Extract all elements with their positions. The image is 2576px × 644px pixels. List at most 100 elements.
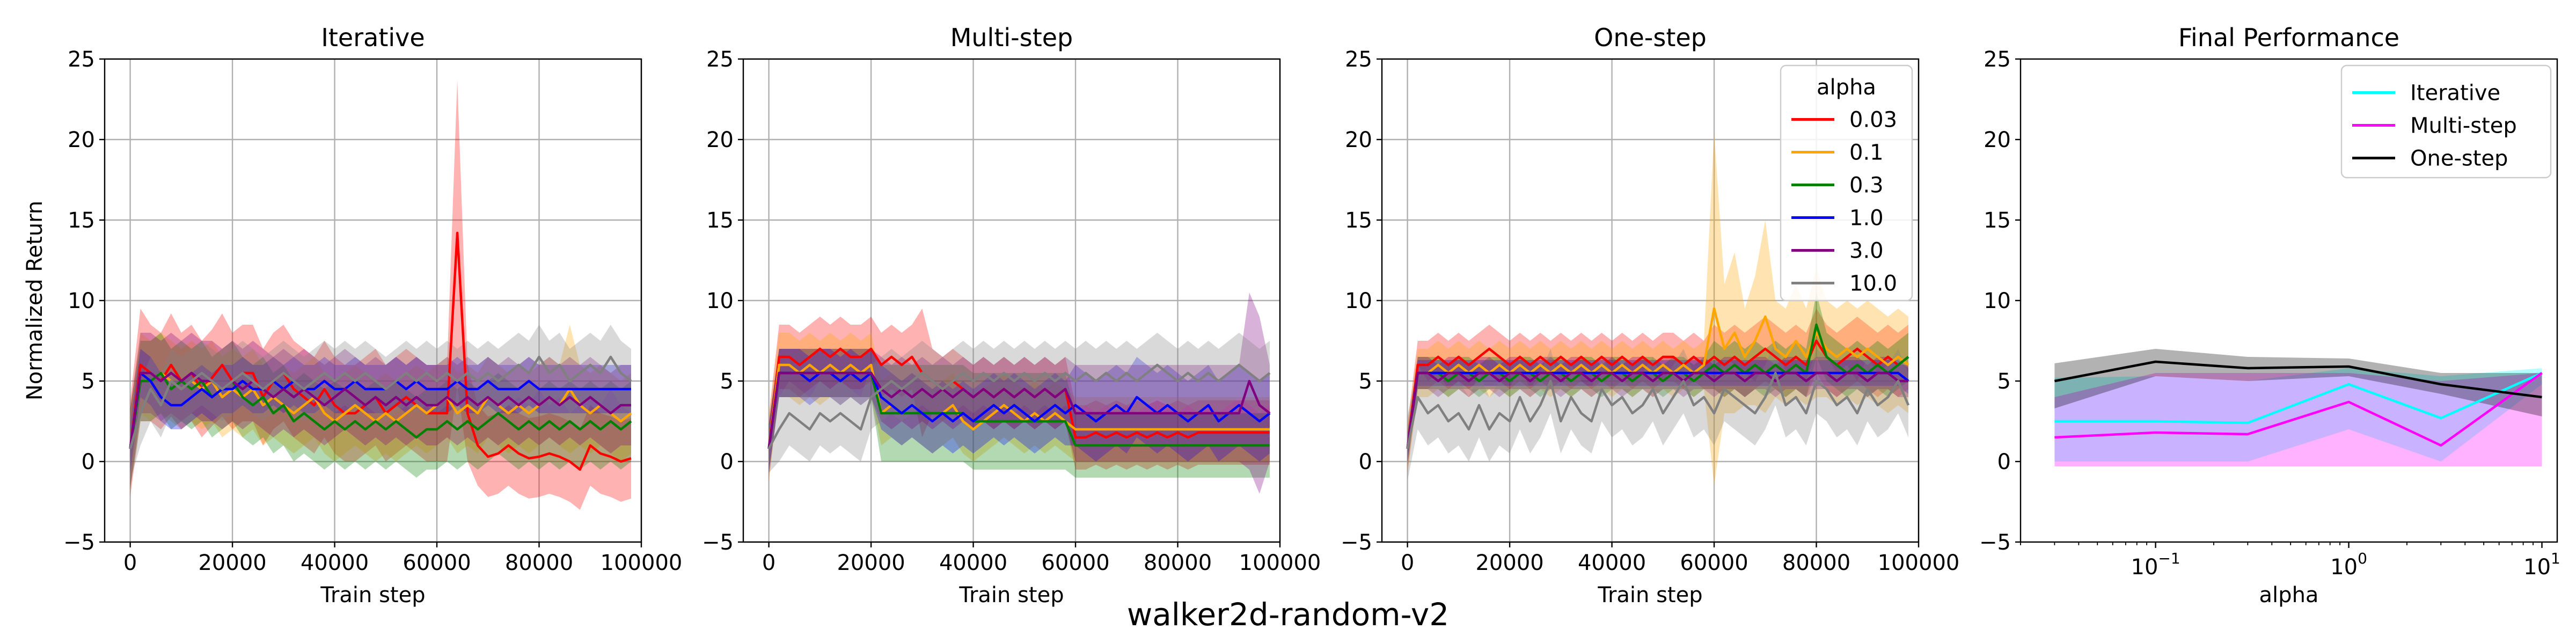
x-tick-label: 20000 [1475, 551, 1543, 575]
x-tick-label: 100000 [1239, 551, 1321, 575]
x-tick-label-exponent: −1 [2158, 550, 2180, 567]
series-line-one-step [2054, 360, 2542, 399]
x-tick-label-base: 10 [2131, 555, 2158, 580]
y-tick-label: −5 [63, 530, 95, 555]
x-tick-label-exponent: 0 [2358, 550, 2367, 567]
y-tick-label: 5 [720, 369, 734, 394]
y-tick-label: 20 [1984, 128, 2011, 152]
x-tick-label: 100000 [1878, 551, 1960, 575]
y-tick-label: 10 [1984, 289, 2011, 313]
series-line-iterative [2054, 371, 2543, 425]
legend-label-3-0: 3.0 [1849, 239, 1884, 264]
x-tick-label: 80000 [1144, 551, 1212, 575]
band-0-3 [130, 333, 632, 489]
legend: alpha 0.03 0.1 0.3 1.0 3.0 10.0 [1780, 64, 1913, 302]
panel-iterative: −5 0 5 10 15 20 25 0 20000 40000 60000 80000 100000 I… [23, 23, 682, 608]
y-tick-label: 5 [1997, 369, 2011, 394]
y-tick-label: 20 [706, 128, 734, 152]
y-tick-label: 25 [68, 47, 95, 72]
y-tick-label: 15 [1984, 208, 2011, 233]
legend-label-one-step: One-step [2410, 147, 2508, 171]
figure-suptitle: walker2d-random-v2 [1127, 596, 1449, 633]
legend-label-multi-step: Multi-step [2410, 114, 2517, 138]
panel-one-step: −5 0 5 10 15 20 25 0 20000 40000 60000 80000 100000 O… [1341, 23, 1959, 608]
series-line-3-0 [1406, 371, 1908, 449]
axes-frame [742, 58, 1281, 543]
y-tick-label: 15 [68, 208, 95, 233]
y-tick-label: 20 [1345, 128, 1372, 152]
series-line-10-0 [767, 363, 1271, 450]
x-tick-label-base: 10 [2330, 555, 2358, 580]
y-tick-label: −5 [1979, 530, 2011, 555]
y-axis-label: Normalized Return [23, 201, 47, 400]
legend-label-10-0: 10.0 [1849, 272, 1897, 296]
x-tick-label: 60000 [1680, 551, 1748, 575]
x-tick-label: 101 [2523, 550, 2560, 580]
y-tick-label: 10 [1345, 289, 1372, 313]
band-0-03 [1407, 309, 1908, 473]
series-line-10-0 [129, 355, 632, 449]
x-tick-label: 40000 [301, 551, 369, 575]
y-tick-label: 15 [1345, 208, 1372, 233]
series-line-multi-step [2054, 372, 2543, 447]
legend-box [1780, 64, 1913, 302]
x-tick-label: 60000 [1041, 551, 1109, 575]
plot-area [129, 80, 632, 510]
plot-area [767, 292, 1271, 494]
x-tick-label-base: 10 [2523, 555, 2551, 580]
legend-label-1-0: 1.0 [1849, 206, 1884, 231]
y-tick-label: 20 [68, 128, 95, 152]
panel-title: Multi-step [950, 23, 1073, 52]
panel-title: Iterative [321, 23, 425, 52]
x-tick-label: 20000 [837, 551, 905, 575]
plot-area [1406, 131, 1910, 486]
y-tick-label: 5 [1359, 369, 1372, 394]
x-axis-label: alpha [2259, 583, 2319, 608]
series-line-0-1 [767, 363, 1270, 449]
y-tick-label: 10 [68, 289, 95, 313]
x-tick-label: 10−1 [2131, 550, 2180, 580]
x-tick-label: 20000 [198, 551, 266, 575]
x-tick-label: 0 [123, 551, 137, 575]
band-3-0 [1407, 357, 1908, 465]
y-tick-label: 5 [82, 369, 95, 394]
y-tick-label: −5 [702, 530, 734, 555]
series-line-10-0 [1406, 371, 1910, 449]
x-tick-label: 40000 [939, 551, 1007, 575]
band-iterative [2054, 368, 2542, 462]
x-tick-label: 80000 [505, 551, 573, 575]
y-tick-label: 10 [706, 289, 734, 313]
series-line-0-1 [1406, 307, 1909, 449]
band-0-1 [769, 333, 1270, 481]
legend-label-0-1: 0.1 [1849, 141, 1884, 165]
legend-label-0-3: 0.3 [1849, 173, 1884, 198]
panel-title: One-step [1594, 23, 1707, 52]
x-axis-label: Train step [1597, 583, 1702, 608]
legend-title: alpha [1817, 75, 1876, 100]
band-0-3 [1407, 292, 1908, 465]
y-tick-label: 0 [1359, 450, 1372, 474]
y-tick-label: 25 [1345, 47, 1372, 72]
x-tick-label-exponent: 1 [2551, 550, 2560, 567]
x-tick-label: 40000 [1578, 551, 1646, 575]
x-tick-label: 0 [762, 551, 775, 575]
band-3-0 [130, 333, 632, 489]
band-multi-step [2054, 373, 2542, 466]
y-tick-label: −5 [1341, 530, 1372, 555]
y-tick-label: 25 [706, 47, 734, 72]
axes-frame [2019, 58, 2558, 543]
y-tick-label: 15 [706, 208, 734, 233]
band-one-step [2054, 349, 2542, 416]
series-line-0-03 [129, 231, 632, 471]
legend-label-0-03: 0.03 [1849, 108, 1897, 133]
x-tick-label: 100 [2330, 550, 2367, 580]
series-line-3-0 [767, 371, 1271, 449]
band-10-0 [769, 333, 1270, 473]
plot-area [2054, 349, 2543, 466]
y-tick-label: 0 [82, 450, 95, 474]
panel-title: Final Performance [2178, 23, 2399, 52]
band-10-0 [130, 325, 632, 481]
x-tick-label: 60000 [402, 551, 471, 575]
